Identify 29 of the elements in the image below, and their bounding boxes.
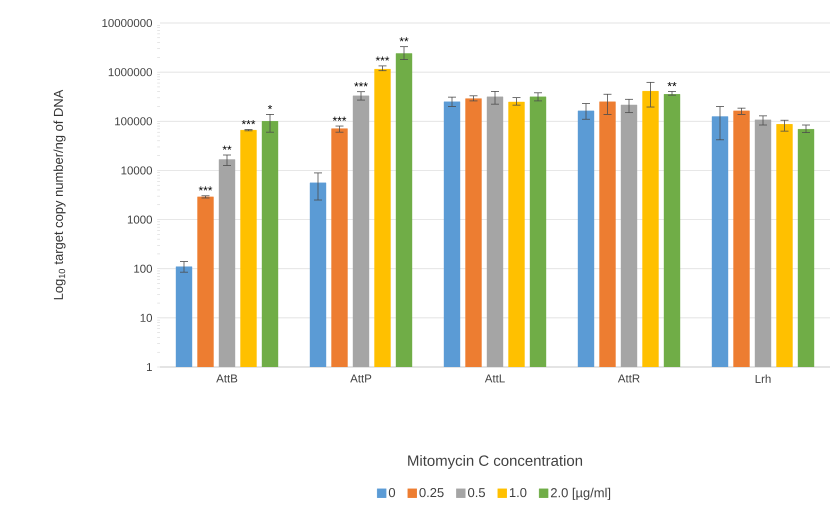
legend-label: 0.5: [468, 488, 485, 498]
y-tick-label: 1: [146, 363, 152, 371]
x-tick-label: AttR: [618, 374, 640, 382]
data-label: **: [222, 146, 232, 150]
data-label: ***: [242, 120, 256, 124]
data-label: *: [268, 104, 272, 110]
x-axis-title: Mitomycin C concentration: [408, 454, 582, 469]
y-axis-title: Log$_{10}$ target copy number/ng of DNA: [53, 90, 66, 300]
x-tick-label: AttB: [216, 374, 238, 382]
y-tick-label: 10000000: [102, 18, 152, 28]
x-tick-label: Lrh: [756, 374, 771, 383]
legend-label: 0.25: [419, 488, 444, 498]
y-tick-label: 100: [134, 264, 152, 273]
data-label: ***: [198, 186, 212, 191]
data-label: ***: [376, 56, 390, 61]
y-tick-label: 1000000: [108, 68, 152, 76]
y-tick-label: 1000: [128, 216, 152, 224]
data-label: ***: [332, 116, 346, 121]
y-tick-label: 10000: [121, 166, 152, 174]
y-tick-label: 100000: [115, 117, 152, 126]
x-tick-label: AttL: [484, 374, 505, 382]
legend-label: 2.0 [µg/ml]: [550, 488, 610, 500]
legend-label: 0: [388, 488, 396, 498]
y-tick-label: 10: [140, 314, 152, 322]
x-tick-label: AttP: [350, 374, 372, 382]
data-label: **: [400, 37, 408, 42]
legend-label: 1.0: [510, 488, 526, 498]
data-label: **: [668, 82, 676, 86]
data-label: ***: [354, 82, 368, 86]
